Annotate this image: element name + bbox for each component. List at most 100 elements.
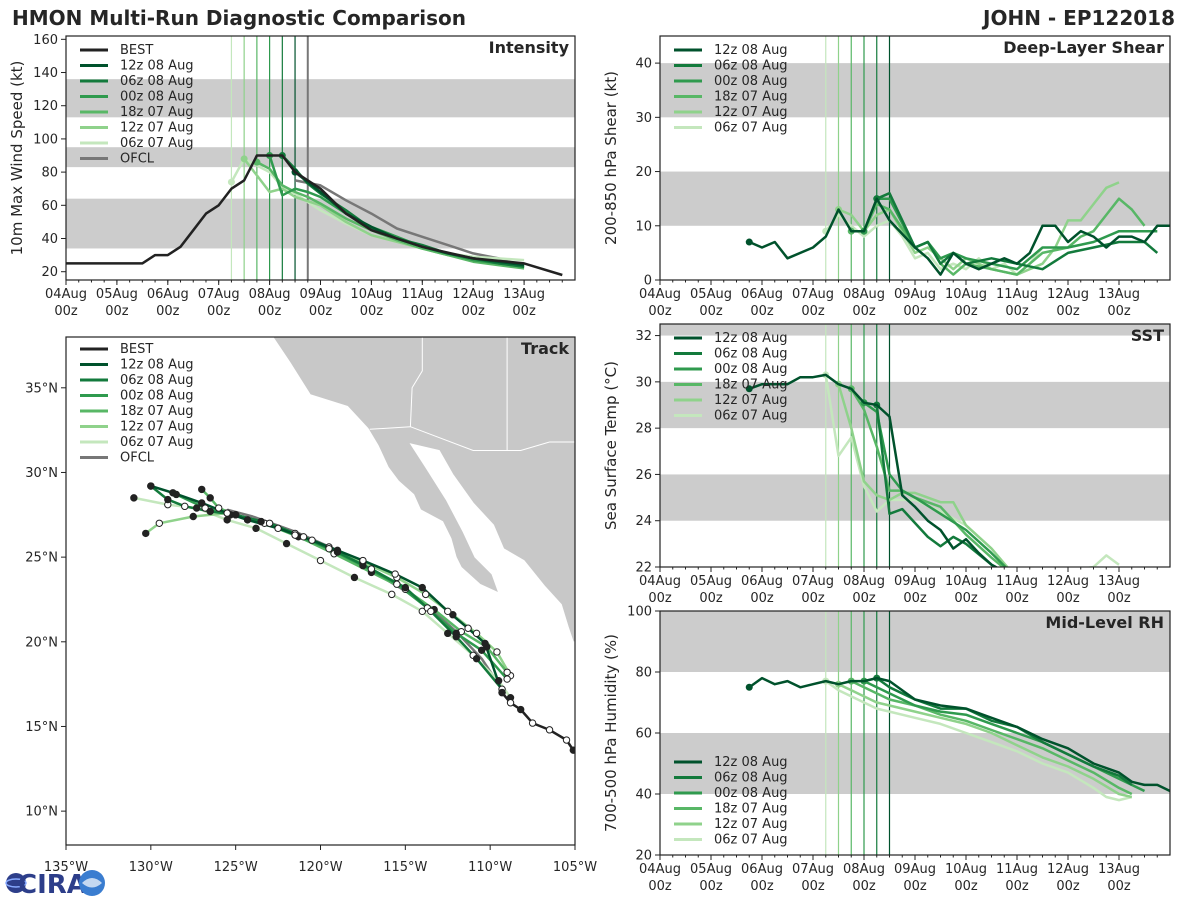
- y-tick-label: 20: [635, 165, 652, 180]
- track-position-marker: [206, 507, 214, 516]
- sst-ylabel: Sea Surface Temp (°C): [602, 361, 620, 530]
- track-position-marker: [164, 495, 172, 504]
- track-position-marker: [333, 546, 342, 555]
- x-tick-label: 05Aug: [690, 574, 732, 589]
- y-tick-label: 80: [635, 666, 652, 681]
- x-tick-label: 05Aug: [690, 862, 732, 877]
- x-tick-label: 00z: [699, 304, 723, 319]
- y-tick-label: 0: [644, 274, 652, 289]
- legend-label: 06z 07 Aug: [120, 435, 194, 450]
- legend-label: OFCL: [120, 451, 155, 466]
- legend-label: 00z 08 Aug: [120, 389, 194, 404]
- series-line-06z-07-aug: [825, 680, 1133, 802]
- track-position-marker: [257, 517, 265, 526]
- shaded-band: [660, 381, 1170, 429]
- x-tick-label: 120°W: [298, 860, 342, 875]
- track-position-marker: [223, 509, 231, 517]
- y-tick-label: 60: [635, 727, 652, 742]
- track-position-marker: [569, 746, 575, 754]
- x-tick-label: 00z: [1056, 591, 1080, 606]
- track-position-marker: [192, 504, 201, 512]
- track-position-marker: [493, 648, 501, 656]
- series-line-12z-08-aug: [748, 197, 1170, 276]
- track-position-marker: [528, 719, 537, 727]
- x-tick-label: 11Aug: [401, 287, 443, 302]
- x-tick-label: 09Aug: [894, 287, 936, 302]
- x-tick-label: 00z: [750, 879, 774, 894]
- x-tick-label: 00z: [54, 304, 78, 319]
- series-line-12z-08-aug: [748, 676, 1170, 793]
- y-tick-label: 22: [635, 561, 652, 576]
- rh-plot-area: [660, 611, 1170, 855]
- legend-label: 12z 08 Aug: [714, 43, 788, 58]
- x-tick-label: 00z: [512, 304, 536, 319]
- track-position-marker: [418, 583, 426, 592]
- track-position-marker: [316, 556, 325, 565]
- track-position-marker: [481, 639, 489, 648]
- legend-label: 18z 07 Aug: [714, 378, 788, 393]
- series-line-06z-07-aug: [824, 374, 1120, 567]
- track-chart: 135°W 130°W 125°W 120°W 115°W 110°W 105°W 10°N 1…: [25, 336, 597, 875]
- x-tick-label: 08Aug: [249, 287, 291, 302]
- legend-label: 12z 07 Aug: [714, 817, 788, 832]
- legend-label: BEST: [120, 43, 153, 58]
- x-tick-label: 00z: [648, 591, 672, 606]
- series-line-best: [66, 154, 563, 277]
- legend-label: 12z 08 Aug: [714, 755, 788, 770]
- track-position-marker: [444, 607, 452, 616]
- legend-label: 00z 08 Aug: [714, 74, 788, 89]
- legend-label: 06z 07 Aug: [120, 136, 194, 151]
- intensity-plot-area: [66, 36, 575, 280]
- x-tick-label: 11Aug: [996, 287, 1038, 302]
- track-position-marker: [367, 565, 376, 573]
- x-tick-label: 07Aug: [792, 862, 834, 877]
- track-position-marker: [562, 736, 571, 744]
- legend-label: 00z 08 Aug: [714, 362, 788, 377]
- rh-chart: 04Aug 00z 05Aug 00z 06Aug 00z 07Aug 00z 08Aug 00z…: [602, 605, 1171, 894]
- series-start-marker: [745, 238, 753, 246]
- x-tick-label: 00z: [1056, 879, 1080, 894]
- x-tick-label: 115°W: [383, 860, 427, 875]
- track-position-marker: [206, 494, 214, 502]
- y-tick-label: 24: [635, 514, 652, 529]
- y-tick-label: 140: [33, 66, 58, 81]
- x-tick-label: 09Aug: [894, 862, 936, 877]
- track-position-marker: [545, 726, 554, 734]
- track-position-marker: [464, 624, 472, 632]
- track-position-marker: [198, 485, 206, 494]
- legend-label: 06z 08 Aug: [714, 59, 788, 74]
- track-position-marker: [243, 516, 252, 524]
- x-tick-label: 105°W: [553, 860, 597, 875]
- sst-chart: 04Aug 00z 05Aug 00z 06Aug 00z 07Aug 00z 08Aug 00z…: [602, 323, 1171, 606]
- y-tick-label: 60: [41, 199, 58, 214]
- track-position-marker: [155, 519, 164, 527]
- legend-label: 12z 08 Aug: [120, 59, 194, 74]
- figure-title: HMON Multi-Run Diagnostic Comparison: [12, 6, 466, 30]
- track-position-marker: [444, 629, 452, 638]
- track-position-marker: [282, 539, 291, 548]
- legend-label: 06z 08 Aug: [714, 771, 788, 786]
- y-tick-label: 40: [41, 232, 58, 247]
- x-tick-label: 00z: [903, 304, 927, 319]
- x-tick-label: 00z: [648, 879, 672, 894]
- y-tick-label: 100: [33, 132, 58, 147]
- x-tick-label: 08Aug: [843, 574, 885, 589]
- track-position-marker: [325, 544, 333, 553]
- x-tick-label: 00z: [954, 879, 978, 894]
- x-tick-label: 00z: [852, 591, 876, 606]
- shaded-band: [66, 147, 575, 168]
- track-position-marker: [215, 504, 223, 512]
- track-position-marker: [472, 655, 481, 663]
- x-tick-label: 05Aug: [690, 287, 732, 302]
- x-tick-label: 06Aug: [147, 287, 189, 302]
- logo-text: CIRA: [18, 870, 87, 900]
- track-position-marker: [503, 668, 511, 676]
- x-tick-label: 00z: [258, 304, 282, 319]
- track-position-marker: [201, 504, 209, 512]
- track-position-marker: [388, 590, 396, 599]
- x-tick-label: 00z: [699, 591, 723, 606]
- track-position-marker: [299, 533, 308, 541]
- x-tick-label: 00z: [903, 879, 927, 894]
- sst-panel-title: SST: [1131, 326, 1164, 345]
- series-start-marker: [227, 178, 235, 186]
